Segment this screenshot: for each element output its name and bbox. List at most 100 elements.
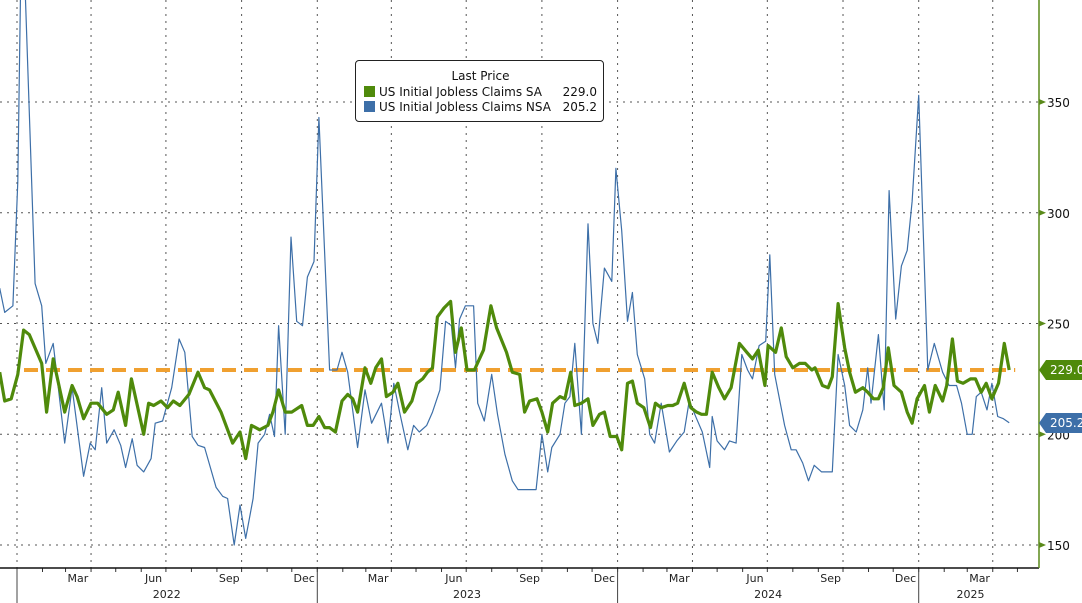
data-point-nsa: [564, 402, 566, 404]
x-year-label: 2025: [957, 588, 985, 601]
data-point-nsa: [52, 342, 54, 344]
data-point-sa: [385, 396, 387, 398]
data-point-sa: [28, 334, 30, 336]
x-month-label: Jun: [444, 572, 462, 585]
data-point-sa: [209, 389, 211, 391]
data-point-sa: [427, 371, 429, 373]
data-point-sa: [928, 411, 930, 413]
data-point-nsa: [960, 402, 962, 404]
y-tick-label: 300: [1047, 207, 1070, 221]
data-point-sa: [660, 407, 662, 409]
data-point-sa: [52, 358, 54, 360]
data-point-sa: [974, 378, 976, 380]
data-point-nsa: [551, 447, 553, 449]
data-point-sa: [130, 378, 132, 380]
y-tick-mark: [1039, 99, 1046, 105]
data-point-nsa: [597, 342, 599, 344]
data-point-sa: [849, 371, 851, 373]
legend: Last Price US Initial Jobless Claims SA …: [355, 60, 604, 122]
data-point-sa: [117, 391, 119, 393]
x-month-label: Mar: [669, 572, 690, 585]
data-point-nsa: [752, 378, 754, 380]
data-point-sa: [536, 398, 538, 400]
data-point-nsa: [918, 94, 920, 96]
data-point-nsa: [849, 424, 851, 426]
data-point-sa: [711, 371, 713, 373]
legend-entry-sa: US Initial Jobless Claims SA 229.0: [364, 84, 597, 99]
data-point-sa: [547, 431, 549, 433]
data-point-nsa: [862, 409, 864, 411]
data-point-nsa: [911, 201, 913, 203]
data-point-nsa: [125, 466, 127, 468]
data-point-nsa: [233, 544, 235, 546]
data-point-sa: [259, 429, 261, 431]
data-point-nsa: [711, 416, 713, 418]
data-point-sa: [46, 411, 48, 413]
x-year-label: 2024: [754, 588, 782, 601]
data-point-nsa: [716, 440, 718, 442]
data-point-sa: [1003, 342, 1005, 344]
data-point-nsa: [654, 442, 656, 444]
data-point-nsa: [1002, 418, 1004, 420]
last-value-sa: 229.0: [1050, 363, 1082, 377]
data-point-nsa: [900, 265, 902, 267]
data-point-sa: [411, 400, 413, 402]
data-point-sa: [598, 413, 600, 415]
data-point-nsa: [592, 323, 594, 325]
data-point-sa: [443, 307, 445, 309]
x-month-label: Dec: [293, 572, 314, 585]
x-year-label: 2023: [453, 588, 481, 601]
data-point-nsa: [795, 449, 797, 451]
data-point-nsa: [278, 325, 280, 327]
data-point-sa: [636, 402, 638, 404]
data-point-sa: [854, 391, 856, 393]
data-point-sa: [125, 424, 127, 426]
data-point-sa: [677, 402, 679, 404]
data-point-sa: [780, 327, 782, 329]
data-point-sa: [23, 329, 25, 331]
data-point-sa: [718, 387, 720, 389]
data-point-nsa: [106, 442, 108, 444]
data-point-sa: [980, 391, 982, 393]
data-point-sa: [188, 393, 190, 395]
data-point-nsa: [407, 449, 409, 451]
data-point-sa: [626, 382, 628, 384]
data-point-nsa: [204, 447, 206, 449]
data-point-nsa: [357, 447, 359, 449]
data-point-nsa: [464, 305, 466, 307]
data-point-sa: [752, 358, 754, 360]
data-point-sa: [312, 424, 314, 426]
data-point-nsa: [975, 396, 977, 398]
data-point-nsa: [802, 462, 804, 464]
data-point-nsa: [765, 340, 767, 342]
data-point-nsa: [535, 489, 537, 491]
data-point-sa: [900, 391, 902, 393]
data-point-nsa: [34, 283, 36, 285]
data-point-nsa: [306, 276, 308, 278]
data-point-nsa: [636, 354, 638, 356]
data-point-nsa: [631, 291, 633, 293]
data-point-nsa: [318, 117, 320, 119]
data-point-nsa: [877, 334, 879, 336]
data-point-sa: [541, 411, 543, 413]
data-point-nsa: [459, 318, 461, 320]
data-point-sa: [160, 400, 162, 402]
data-point-nsa: [347, 371, 349, 373]
data-point-nsa: [517, 489, 519, 491]
x-month-label: Mar: [969, 572, 990, 585]
legend-swatch-sa: [364, 86, 375, 97]
data-point-sa: [10, 398, 12, 400]
data-point-sa: [570, 371, 572, 373]
data-point-sa: [844, 347, 846, 349]
data-point-sa: [970, 378, 972, 380]
data-point-nsa: [364, 389, 366, 391]
data-point-nsa: [45, 362, 47, 364]
data-point-nsa: [696, 418, 698, 420]
data-point-sa: [998, 382, 1000, 384]
data-point-sa: [506, 351, 508, 353]
data-point-sa: [357, 411, 359, 413]
data-point-nsa: [1008, 422, 1010, 424]
data-point-sa: [893, 385, 895, 387]
data-point-nsa: [393, 382, 395, 384]
data-point-nsa: [284, 433, 286, 435]
